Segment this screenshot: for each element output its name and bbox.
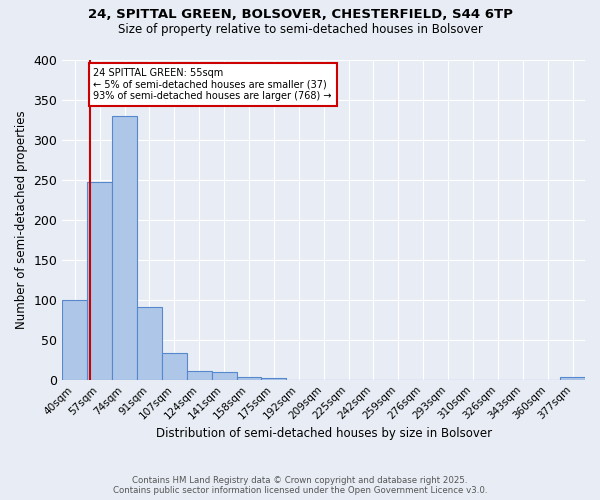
Bar [62, 300, 87, 380]
Bar [87, 182, 112, 380]
Text: Size of property relative to semi-detached houses in Bolsover: Size of property relative to semi-detach… [118, 22, 482, 36]
Y-axis label: Number of semi-detached properties: Number of semi-detached properties [15, 110, 28, 329]
X-axis label: Distribution of semi-detached houses by size in Bolsover: Distribution of semi-detached houses by … [155, 427, 492, 440]
Text: 24, SPITTAL GREEN, BOLSOVER, CHESTERFIELD, S44 6TP: 24, SPITTAL GREEN, BOLSOVER, CHESTERFIEL… [88, 8, 512, 20]
Bar [236, 376, 262, 380]
Bar [187, 371, 212, 380]
Bar [162, 354, 187, 380]
Text: 24 SPITTAL GREEN: 55sqm
← 5% of semi-detached houses are smaller (37)
93% of sem: 24 SPITTAL GREEN: 55sqm ← 5% of semi-det… [94, 68, 332, 101]
Text: Contains HM Land Registry data © Crown copyright and database right 2025.
Contai: Contains HM Land Registry data © Crown c… [113, 476, 487, 495]
Bar [137, 307, 162, 380]
Bar [212, 372, 236, 380]
Bar [112, 116, 137, 380]
Bar [262, 378, 286, 380]
Bar [560, 378, 585, 380]
